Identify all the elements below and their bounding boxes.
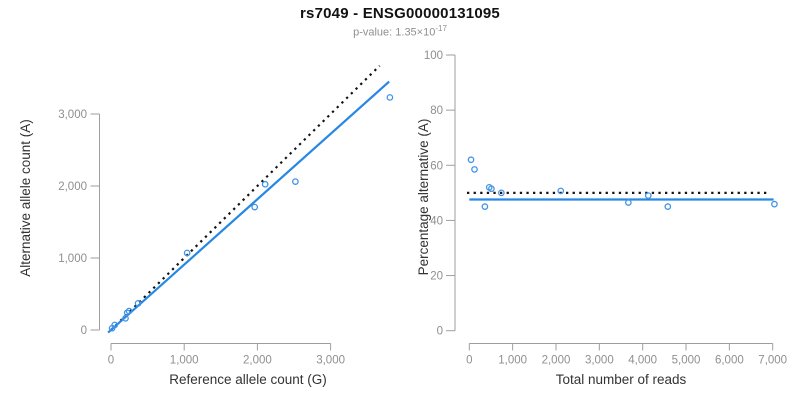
data-point bbox=[664, 203, 672, 210]
y-tick-label: 0 bbox=[81, 325, 87, 337]
x-tick-label: 0 bbox=[108, 355, 114, 367]
y-tick-label: 0 bbox=[437, 326, 443, 338]
x-tick-label: 1,000 bbox=[498, 355, 527, 367]
data-point bbox=[771, 200, 778, 208]
y-tick-label: 100 bbox=[424, 50, 443, 62]
percentage-reads-scatter-plot: 0 20 40 60 80 100 0 1,000 2,000 3,000 4,000 5,000 6,… bbox=[416, 50, 787, 387]
y-tick-label: 60 bbox=[430, 160, 443, 172]
identity-line bbox=[110, 64, 381, 331]
x-axis-label: Total number of reads bbox=[556, 372, 687, 387]
regression-line bbox=[107, 80, 390, 334]
y-tick-label: 3,000 bbox=[58, 109, 87, 121]
data-point bbox=[644, 192, 652, 199]
data-point bbox=[625, 199, 632, 206]
x-tick-label: 2,000 bbox=[542, 355, 571, 367]
x-tick-label: 3,000 bbox=[585, 355, 614, 367]
data-point bbox=[292, 178, 299, 185]
x-tick-label: 1,000 bbox=[170, 355, 199, 367]
y-axis-label: Alternative allele count (A) bbox=[18, 119, 33, 277]
y-tick-label: 2,000 bbox=[58, 181, 87, 193]
subtitle-exponent: -17 bbox=[435, 24, 447, 33]
y-tick-label: 1,000 bbox=[58, 253, 87, 265]
data-point bbox=[125, 307, 133, 315]
x-tick-label: 4,000 bbox=[628, 355, 657, 367]
data-point bbox=[386, 94, 394, 101]
allele-count-scatter-plot: 0 1,000 2,000 3,000 0 1,000 2,000 3,000 Referenc… bbox=[18, 64, 394, 387]
data-point bbox=[471, 166, 478, 173]
x-tick-label: 6,000 bbox=[715, 355, 744, 367]
data-point bbox=[557, 187, 565, 195]
data-point bbox=[488, 185, 495, 193]
data-point bbox=[481, 203, 489, 210]
x-axis-label: Reference allele count (G) bbox=[169, 372, 327, 387]
figure-title: rs7049 - ENSG00000131095 bbox=[300, 5, 500, 22]
x-tick-label: 0 bbox=[466, 355, 472, 367]
data-point bbox=[261, 180, 269, 188]
y-axis-label: Percentage alternative (A) bbox=[416, 119, 431, 276]
y-tick-label: 40 bbox=[430, 215, 443, 227]
y-tick-label: 80 bbox=[430, 105, 443, 117]
x-tick-label: 5,000 bbox=[672, 355, 701, 367]
data-point bbox=[467, 156, 475, 164]
data-point bbox=[183, 249, 191, 257]
figure-subtitle: p-value: 1.35×10-17 bbox=[0, 24, 800, 39]
data-point bbox=[134, 300, 142, 307]
data-point bbox=[111, 321, 119, 329]
data-point bbox=[251, 203, 259, 211]
subtitle-text: p-value: 1.35×10 bbox=[353, 26, 436, 39]
y-tick-label: 20 bbox=[430, 271, 443, 283]
x-tick-label: 7,000 bbox=[758, 355, 787, 367]
x-tick-label: 3,000 bbox=[316, 355, 345, 367]
x-tick-label: 2,000 bbox=[243, 355, 272, 367]
data-point bbox=[498, 189, 505, 197]
